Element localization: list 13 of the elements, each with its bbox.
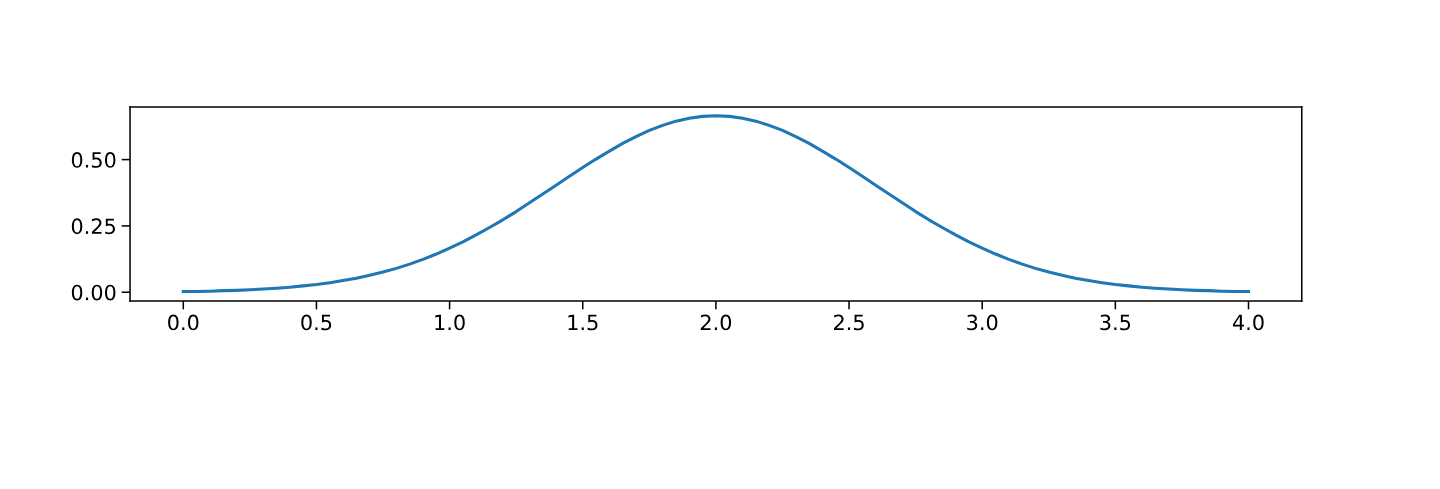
y-tick-label: 0.00 [71, 284, 116, 301]
x-tick-label: 1.0 [435, 314, 465, 331]
x-tick-label: 4.0 [1232, 314, 1264, 331]
x-tick-label: 3.5 [1100, 314, 1131, 331]
x-tick-label: 1.5 [568, 314, 598, 331]
x-tick-label: 2.5 [834, 314, 864, 331]
x-tick-label: 2.0 [700, 314, 732, 331]
y-tick-label: 0.50 [71, 152, 116, 168]
y-tick-label: 0.25 [71, 218, 116, 235]
x-tick-label: 0.5 [301, 314, 332, 331]
line-series [181, 114, 1251, 293]
x-tick-label: 0.0 [168, 314, 199, 331]
x-tick-label: 3.0 [967, 314, 998, 331]
